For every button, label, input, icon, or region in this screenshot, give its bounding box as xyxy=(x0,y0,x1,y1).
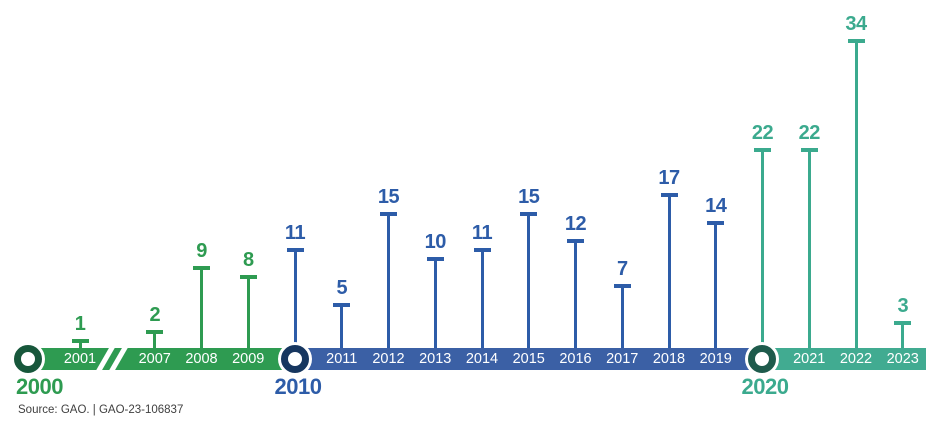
cap-2015 xyxy=(520,211,538,216)
value-label-2020: 22 xyxy=(751,121,774,144)
value-label-2023: 3 xyxy=(897,294,909,317)
stem-2022 xyxy=(854,38,858,348)
value-label-2008: 9 xyxy=(196,240,207,263)
value-label-2007: 2 xyxy=(149,303,161,326)
timeline-bar-teal xyxy=(762,348,926,370)
stem-2012 xyxy=(387,211,390,348)
decade-label-2010: 2010 xyxy=(274,374,322,399)
cap-2017 xyxy=(613,284,631,289)
year-label-2019: 2019 xyxy=(699,351,732,367)
cap-2022 xyxy=(847,38,865,43)
cap-2016 xyxy=(567,238,584,243)
decade-circle-2010 xyxy=(281,345,309,373)
year-label-2009: 2009 xyxy=(232,351,265,367)
year-label-2001: 2001 xyxy=(63,351,97,367)
stem-2014 xyxy=(480,247,484,348)
stem-2009 xyxy=(246,275,250,348)
year-label-2022: 2022 xyxy=(839,351,873,367)
cap-2023 xyxy=(894,320,912,325)
value-label-2018: 17 xyxy=(658,167,680,190)
value-label-2016: 12 xyxy=(564,212,587,235)
stem-2013 xyxy=(433,257,437,348)
stem-2018 xyxy=(667,193,671,348)
value-label-2010: 11 xyxy=(284,221,306,244)
stem-2001 xyxy=(78,338,82,348)
year-label-2008: 2008 xyxy=(185,351,218,367)
stem-2023 xyxy=(901,320,905,348)
timeline-bar-green xyxy=(16,348,295,370)
cap-2010 xyxy=(286,247,304,252)
decade-label-2000: 2000 xyxy=(16,374,63,399)
year-label-2018: 2018 xyxy=(652,351,686,367)
value-label-2022: 34 xyxy=(845,12,867,35)
decade-circle-2020 xyxy=(748,345,776,373)
cap-2019 xyxy=(707,220,725,225)
value-label-2001: 1 xyxy=(74,312,86,335)
cap-2011 xyxy=(333,302,351,307)
year-label-2016: 2016 xyxy=(559,351,592,367)
stem-2011 xyxy=(340,302,344,348)
value-label-2012: 15 xyxy=(377,185,400,208)
value-label-2019: 14 xyxy=(705,194,727,217)
stem-2015 xyxy=(527,211,531,348)
cap-2012 xyxy=(380,211,397,216)
stem-2016 xyxy=(574,238,577,348)
year-label-2011: 2011 xyxy=(326,351,358,367)
stem-2019 xyxy=(714,220,718,348)
decade-label-2020: 2020 xyxy=(741,374,789,399)
cap-2014 xyxy=(473,247,491,252)
year-label-2007: 2007 xyxy=(138,351,171,367)
cap-2013 xyxy=(426,257,444,261)
cap-2009 xyxy=(239,275,257,280)
year-label-2014: 2014 xyxy=(465,351,499,367)
stem-2008 xyxy=(200,266,203,348)
cap-2021 xyxy=(800,147,818,152)
cap-2008 xyxy=(193,266,210,271)
year-label-2017: 2017 xyxy=(606,351,639,367)
value-label-2017: 7 xyxy=(616,258,628,281)
value-label-2011: 5 xyxy=(336,276,348,299)
stem-2010 xyxy=(293,247,297,348)
year-label-2012: 2012 xyxy=(372,351,405,367)
cap-2001 xyxy=(71,338,89,343)
value-label-2009: 8 xyxy=(242,249,254,272)
value-label-2014: 11 xyxy=(471,221,493,244)
decade-circle-2000 xyxy=(14,345,42,373)
value-label-2015: 15 xyxy=(518,185,540,208)
stem-2021 xyxy=(807,147,811,348)
timeline-bar-blue xyxy=(295,348,762,370)
year-label-2013: 2013 xyxy=(419,351,452,367)
cap-2018 xyxy=(660,193,678,198)
stem-2007 xyxy=(153,329,157,348)
stem-2017 xyxy=(620,284,624,348)
source-note: Source: GAO. | GAO-23-106837 xyxy=(18,404,184,416)
year-label-2023: 2023 xyxy=(886,351,919,367)
cap-2007 xyxy=(146,329,164,334)
year-label-2015: 2015 xyxy=(512,351,545,367)
value-label-2021: 22 xyxy=(798,121,821,144)
value-label-2013: 10 xyxy=(424,231,447,253)
stem-2020 xyxy=(761,147,764,348)
year-label-2021: 2021 xyxy=(793,351,826,367)
cap-2020 xyxy=(754,147,771,152)
